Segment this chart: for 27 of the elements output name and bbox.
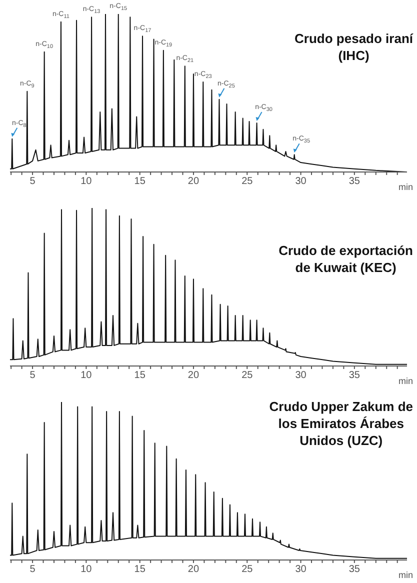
x-tick-label: 30 (295, 370, 307, 382)
x-tick-label: 20 (188, 370, 200, 382)
x-axis-title: min (398, 570, 413, 580)
x-axis-title: min (398, 182, 413, 192)
x-axis-title: min (398, 376, 413, 386)
x-tick-label: 10 (80, 370, 92, 382)
x-tick-label: 15 (134, 176, 146, 188)
x-tick-label: 30 (295, 176, 307, 188)
x-tick-label: 35 (348, 176, 360, 188)
x-tick-label: 35 (348, 564, 360, 576)
text: Crudo de exportación de Kuwait (KEC) (278, 242, 413, 276)
x-tick-label: 25 (242, 176, 254, 188)
text: Crudo Upper Zakum de los Emiratos Árabes Unidos (UZC) (269, 398, 413, 449)
x-tick-label: 20 (188, 176, 200, 188)
x-tick-label: 15 (134, 564, 146, 576)
x-tick-label: 5 (30, 176, 36, 188)
x-tick-label: 25 (242, 564, 254, 576)
x-tick-label: 15 (134, 370, 146, 382)
x-tick-label: 35 (348, 370, 360, 382)
x-tick-label: 25 (242, 370, 254, 382)
x-tick-label: 30 (295, 564, 307, 576)
x-tick-label: 10 (80, 176, 92, 188)
x-tick-label: 10 (80, 564, 92, 576)
x-tick-label: 5 (30, 564, 36, 576)
x-tick-label: 5 (30, 370, 36, 382)
text: Crudo pesado iraní (IHC) (294, 30, 413, 64)
x-tick-label: 20 (188, 564, 200, 576)
